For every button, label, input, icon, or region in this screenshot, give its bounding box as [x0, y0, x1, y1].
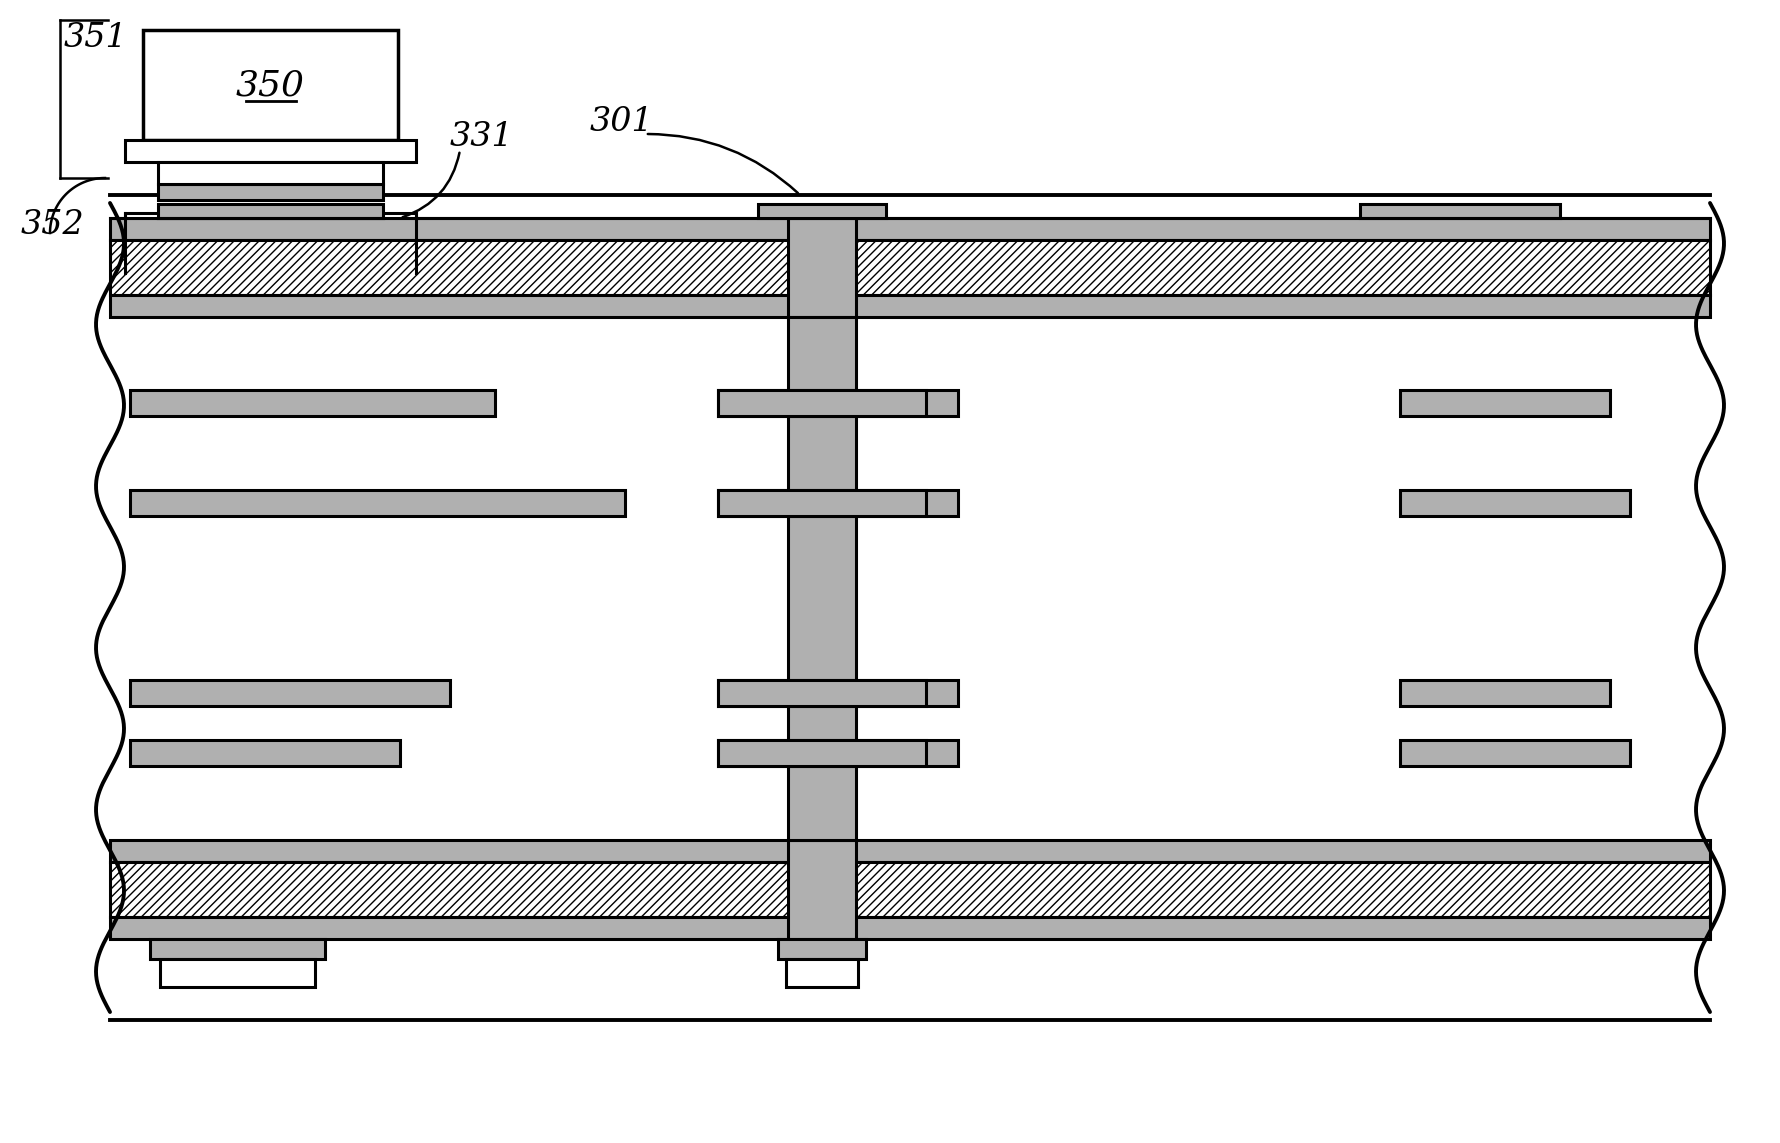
- Bar: [1401, 390, 1609, 416]
- Bar: [110, 295, 1711, 317]
- Bar: [130, 740, 401, 766]
- Bar: [125, 213, 417, 218]
- Bar: [158, 203, 383, 218]
- Bar: [717, 390, 926, 416]
- Bar: [758, 203, 886, 218]
- Bar: [787, 959, 858, 988]
- Bar: [1401, 490, 1630, 515]
- Bar: [110, 862, 1711, 917]
- Bar: [1401, 680, 1609, 706]
- Bar: [142, 30, 399, 139]
- Bar: [789, 218, 856, 317]
- Bar: [789, 416, 856, 490]
- Bar: [717, 490, 926, 515]
- Bar: [125, 139, 417, 162]
- Bar: [717, 490, 958, 515]
- Bar: [158, 162, 383, 184]
- Bar: [130, 680, 450, 706]
- Bar: [717, 390, 958, 416]
- Bar: [789, 766, 856, 840]
- Text: 331: 331: [450, 121, 514, 153]
- Bar: [1401, 740, 1630, 766]
- Bar: [789, 317, 856, 390]
- Text: 351: 351: [62, 22, 126, 54]
- Bar: [778, 940, 867, 959]
- Bar: [717, 680, 926, 706]
- Bar: [110, 240, 1711, 295]
- Bar: [110, 218, 1711, 240]
- Bar: [1360, 203, 1559, 218]
- Text: 352: 352: [20, 209, 84, 241]
- Bar: [717, 740, 958, 766]
- Bar: [789, 515, 856, 680]
- Bar: [789, 706, 856, 740]
- Bar: [110, 917, 1711, 940]
- Bar: [160, 959, 315, 988]
- Bar: [150, 940, 326, 959]
- Bar: [130, 490, 625, 515]
- Bar: [717, 680, 958, 706]
- Text: 350: 350: [237, 67, 304, 102]
- Bar: [789, 840, 856, 940]
- Bar: [110, 840, 1711, 862]
- Bar: [717, 740, 926, 766]
- Text: 301: 301: [589, 106, 653, 138]
- Bar: [158, 184, 383, 200]
- Bar: [130, 390, 495, 416]
